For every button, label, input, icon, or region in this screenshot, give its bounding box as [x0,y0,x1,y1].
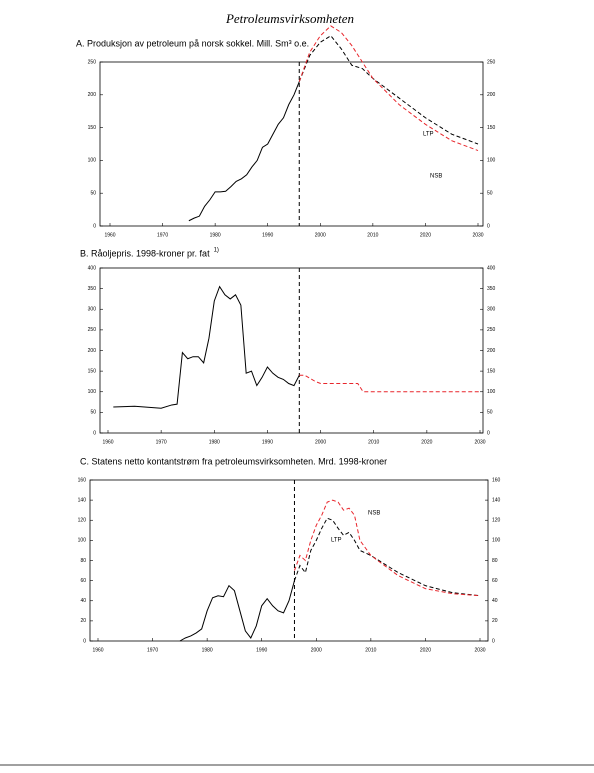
y2-tick-label: 100 [487,158,496,164]
x-tick-label: 2000 [315,232,326,238]
y2-tick-label: 120 [492,518,501,524]
y2-tick-label: 400 [487,265,496,271]
y-tick-label: 150 [88,125,97,131]
y2-tick-label: 20 [492,618,498,624]
y2-tick-label: 200 [487,348,496,354]
y-tick-label: 200 [88,92,97,98]
y2-tick-label: 0 [487,223,490,229]
x-tick-label: 2010 [365,647,376,653]
y2-tick-label: 0 [492,638,495,644]
y-tick-label: 300 [88,307,97,313]
x-tick-label: 1960 [104,232,115,238]
y-tick-label: 200 [88,348,97,354]
x-tick-label: 1990 [262,439,273,445]
y2-tick-label: 80 [492,558,498,564]
y2-tick-label: 100 [492,538,501,544]
x-tick-label: 1990 [256,647,267,653]
series-line [298,25,479,152]
y-tick-label: 400 [88,265,97,271]
series-line [188,81,300,222]
y2-tick-label: 350 [487,286,496,292]
series-label: LTP [423,132,434,138]
plot-frame [89,479,489,642]
y-tick-label: 0 [93,223,96,229]
x-tick-label: 2000 [315,439,326,445]
y-tick-label: 20 [80,618,86,624]
x-tick-label: 2030 [472,232,483,238]
x-tick-label: 2000 [311,647,322,653]
plot-frame [99,61,484,227]
x-tick-label: 1970 [157,232,168,238]
series-label: NSB [430,174,442,180]
y2-tick-label: 200 [487,92,496,98]
y-tick-label: 60 [80,578,86,584]
y-tick-label: 100 [78,538,87,544]
y2-tick-label: 50 [487,410,493,416]
y-tick-label: 40 [80,598,86,604]
series-line [299,374,480,393]
x-tick-label: 1960 [102,439,113,445]
y2-tick-label: 0 [487,430,490,436]
series-line [298,35,479,145]
chart-title: A. Produksjon av petroleum på norsk sokk… [76,38,309,48]
y2-tick-label: 100 [487,389,496,395]
y2-tick-label: 140 [492,497,501,503]
chart-title: B. Råoljepris. 1998-kroner pr. fat [80,248,210,258]
y2-tick-label: 250 [487,327,496,333]
y-tick-label: 150 [88,368,97,374]
x-tick-label: 1980 [210,232,221,238]
y-tick-label: 0 [93,430,96,436]
x-tick-label: 2010 [367,232,378,238]
series-label: LTP [331,538,342,544]
y2-tick-label: 150 [487,368,496,374]
x-tick-label: 1980 [209,439,220,445]
y-tick-label: 350 [88,286,97,292]
y2-tick-label: 160 [492,477,501,483]
page-title: Petroleumsvirksomheten [225,11,354,26]
chart-title: C. Statens netto kontantstrøm fra petrol… [80,456,387,466]
x-tick-label: 2020 [421,439,432,445]
series-line [293,517,481,597]
y-tick-label: 50 [90,191,96,197]
x-tick-label: 2030 [474,647,485,653]
x-tick-label: 1970 [156,439,167,445]
y2-tick-label: 300 [487,307,496,313]
y-tick-label: 120 [78,518,87,524]
x-tick-label: 1990 [262,232,273,238]
x-tick-label: 1970 [147,647,158,653]
y-tick-label: 50 [90,410,96,416]
series-label: NSB [368,511,380,517]
y2-tick-label: 250 [487,59,496,65]
y2-tick-label: 150 [487,125,496,131]
x-tick-label: 1980 [202,647,213,653]
y-tick-label: 160 [78,477,87,483]
footnote-mark: 1) [214,248,219,254]
series-line [293,499,481,597]
y-tick-label: 100 [88,158,97,164]
x-tick-label: 2020 [420,647,431,653]
x-tick-label: 2020 [420,232,431,238]
y2-tick-label: 40 [492,598,498,604]
y-tick-label: 80 [80,558,86,564]
x-tick-label: 2030 [474,439,485,445]
y-tick-label: 250 [88,327,97,333]
series-line [179,580,295,642]
y2-tick-label: 50 [487,191,493,197]
series-line [113,285,300,409]
x-tick-label: 1960 [92,647,103,653]
y2-tick-label: 60 [492,578,498,584]
y-tick-label: 100 [88,389,97,395]
x-tick-label: 2010 [368,439,379,445]
y-tick-label: 140 [78,497,87,503]
y-tick-label: 250 [88,59,97,65]
y-tick-label: 0 [83,638,86,644]
